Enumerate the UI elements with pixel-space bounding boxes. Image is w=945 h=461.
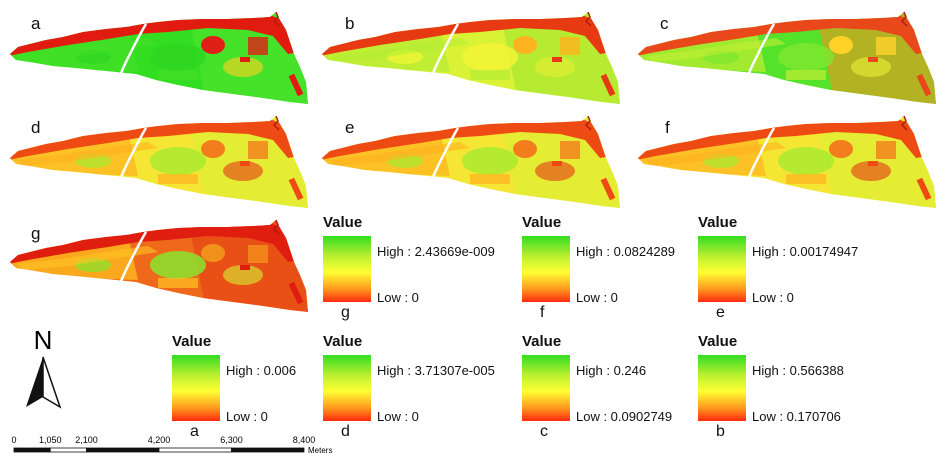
color-ramp	[172, 355, 220, 421]
legend-label: a	[190, 423, 199, 440]
legend-label: d	[341, 423, 350, 440]
map-g-svg	[10, 220, 308, 312]
legend-low: Low : 0	[752, 290, 794, 305]
legend-title: Value	[323, 214, 363, 231]
map-panel-e	[320, 116, 620, 216]
legend-low: Low : 0.170706	[752, 409, 841, 424]
legend-title: Value	[698, 333, 738, 350]
legend-high: High : 3.71307e-005	[377, 363, 495, 378]
scale-tick-label: 0	[11, 435, 16, 445]
legend-high: High : 2.43669e-009	[377, 244, 495, 259]
map-d-svg	[10, 116, 308, 208]
legend-high: High : 0.00174947	[752, 244, 859, 259]
panel-label-e: e	[345, 118, 355, 137]
scale-unit-label: Meters	[308, 446, 332, 455]
legend-title: Value	[172, 333, 212, 350]
panel-label-f: f	[665, 118, 670, 137]
legend-label: c	[540, 423, 548, 440]
legend-label: f	[540, 304, 545, 321]
scale-segment	[158, 447, 232, 453]
map-panel-c	[636, 12, 936, 112]
legend-title: Value	[522, 214, 562, 231]
map-e-svg	[322, 116, 620, 208]
color-ramp	[323, 236, 371, 302]
panel-label-g: g	[31, 224, 41, 243]
scale-segment	[13, 447, 51, 453]
panel-label-b: b	[345, 14, 355, 33]
panel-label-a: a	[31, 14, 41, 33]
scale-segment	[231, 447, 305, 453]
color-ramp	[698, 236, 746, 302]
scale-bar: 0 1,050 2,100 4,200 6,300 8,400 Meters	[6, 432, 346, 461]
map-panel-a	[8, 12, 308, 112]
legend-high: High : 0.006	[226, 363, 297, 378]
map-panel-f	[636, 116, 936, 216]
map-b-svg	[322, 12, 620, 104]
north-arrow-icon: N	[26, 325, 62, 409]
legend-high: High : 0.246	[576, 363, 647, 378]
scale-segment	[49, 447, 87, 453]
legend-g: Value High : 2.43669e-009 Low : 0 g	[323, 214, 523, 321]
scale-segment	[86, 447, 160, 453]
legend-low: Low : 0.0902749	[576, 409, 673, 424]
scale-tick-label: 6,300	[220, 435, 243, 445]
scale-tick-label: 2,100	[75, 435, 98, 445]
legend-e: Value High : 0.00174947 Low : 0 e	[698, 214, 898, 321]
legend-b: Value High : 0.566388 Low : 0.170706 b	[698, 333, 898, 440]
legend-label: g	[341, 304, 350, 321]
legend-title: Value	[323, 333, 363, 350]
map-panel-d	[8, 116, 308, 216]
legend-low: Low : 0	[226, 409, 268, 424]
color-ramp	[323, 355, 371, 421]
scale-tick-label: 8,400	[293, 435, 316, 445]
legend-c: Value High : 0.246 Low : 0.0902749 c	[522, 333, 722, 440]
legend-label: b	[716, 423, 725, 440]
legend-d: Value High : 3.71307e-005 Low : 0 d	[323, 333, 523, 440]
color-ramp	[522, 236, 570, 302]
legend-f: Value High : 0.0824289 Low : 0 f	[522, 214, 722, 321]
legend-a: Value High : 0.006 Low : 0 a	[172, 333, 372, 440]
map-c-svg	[638, 12, 936, 104]
color-ramp	[522, 355, 570, 421]
map-panel-b	[320, 12, 620, 112]
legend-title: Value	[698, 214, 738, 231]
panel-label-d: d	[31, 118, 41, 137]
scale-tick-label: 1,050	[39, 435, 62, 445]
north-label: N	[34, 325, 53, 355]
color-ramp	[698, 355, 746, 421]
legend-low: Low : 0	[576, 290, 618, 305]
legend-high: High : 0.0824289	[576, 244, 676, 259]
map-f-svg	[638, 116, 936, 208]
legend-label: e	[716, 304, 725, 321]
map-a-svg	[10, 12, 308, 104]
map-panel-g	[8, 220, 308, 320]
legend-low: Low : 0	[377, 290, 419, 305]
scale-tick-label: 4,200	[148, 435, 171, 445]
legend-high: High : 0.566388	[752, 363, 844, 378]
north-arrow: N	[18, 325, 68, 420]
panel-label-c: c	[660, 14, 669, 33]
legend-low: Low : 0	[377, 409, 419, 424]
legend-title: Value	[522, 333, 562, 350]
